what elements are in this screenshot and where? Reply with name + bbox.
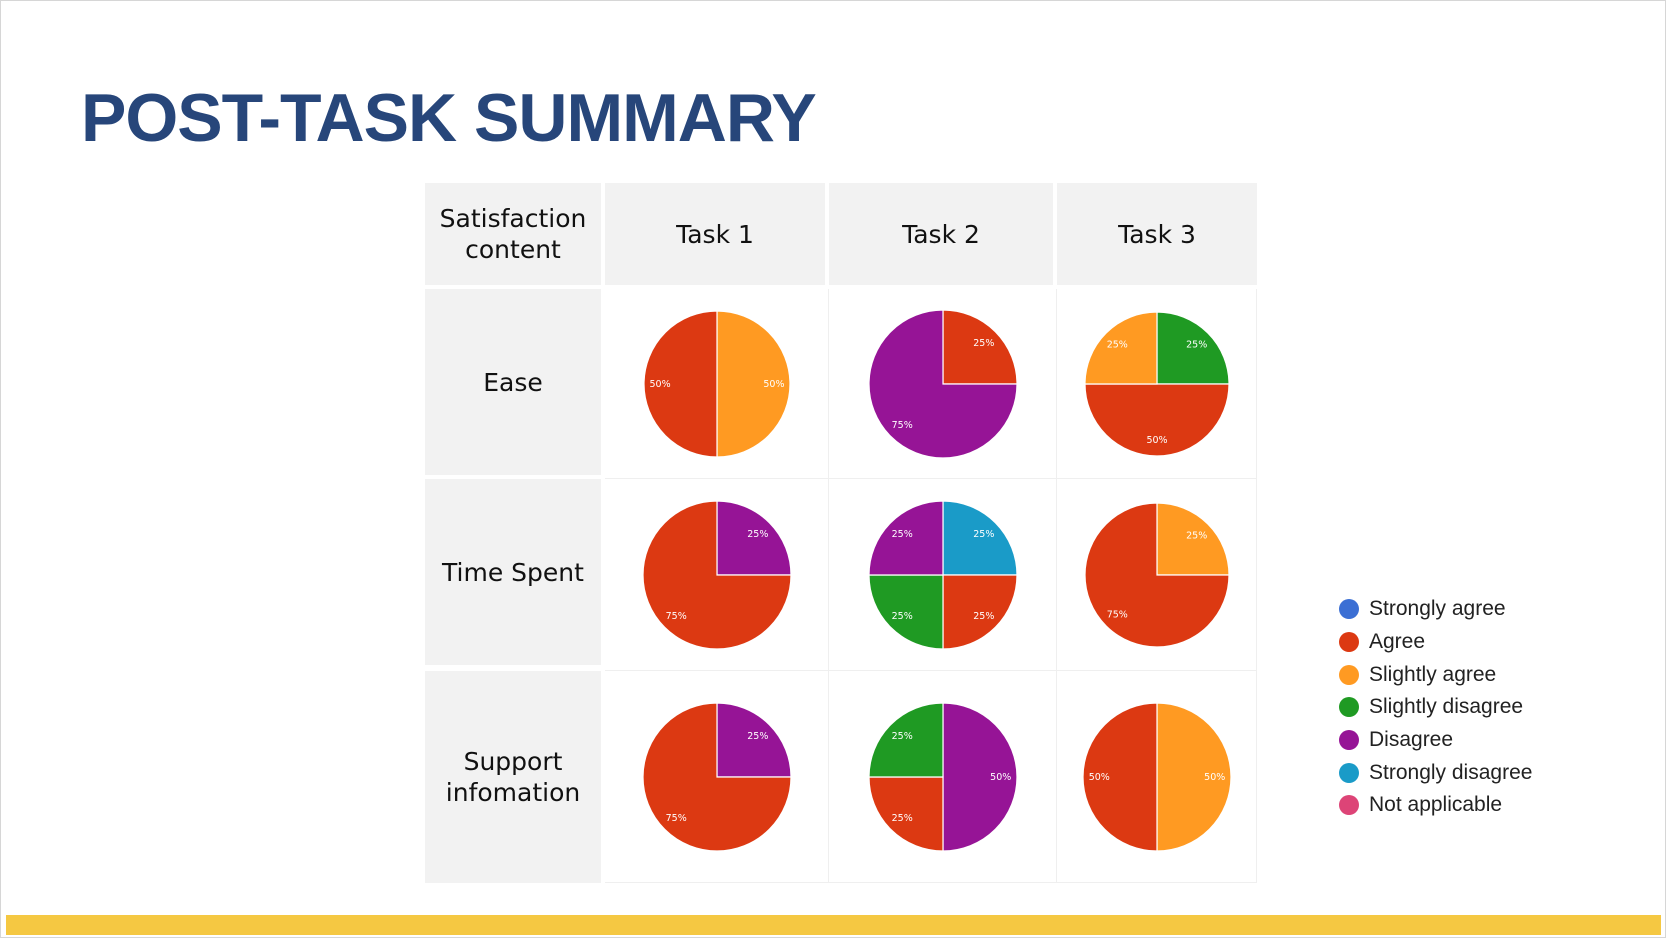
column-header-task-1: Task 1 (605, 183, 825, 285)
pie-slice-label: 75% (666, 610, 687, 621)
summary-table: Satisfaction content Task 1 Task 2 Task … (425, 183, 1257, 883)
legend-item: Agree (1339, 626, 1532, 659)
pie-cell: 50% 50% (605, 289, 829, 479)
bottom-accent-bar (6, 915, 1661, 935)
pie-slice-label: 25% (973, 610, 994, 621)
pie-slice-label: 25% (1186, 530, 1207, 541)
pie-slice-label: 50% (1146, 435, 1167, 446)
pie-slice (942, 701, 1018, 852)
pie-slice-label: 50% (649, 379, 670, 390)
pie-slice-label: 25% (973, 338, 994, 349)
pie-slice (942, 573, 1018, 650)
pie-cell: 25% 75% (1057, 479, 1257, 671)
pie-slice-label: 50% (763, 379, 784, 390)
pie-cell: 50% 25% 25% (829, 671, 1057, 883)
legend-label: Strongly agree (1369, 597, 1506, 621)
pie-slice-label: 25% (747, 731, 768, 742)
pie-chart-support-information-task-1: 25% 75% (642, 701, 792, 852)
legend-swatch (1339, 697, 1359, 718)
pie-slice (1156, 501, 1230, 576)
legend-swatch (1339, 664, 1359, 685)
legend-swatch (1339, 632, 1359, 653)
chart-legend: Strongly agree Agree Slightly agree Slig… (1339, 593, 1532, 822)
pie-slice (868, 573, 944, 650)
row-header-ease: Ease (425, 289, 601, 475)
pie-slice (1084, 382, 1230, 457)
pie-slice-label: 25% (973, 529, 994, 540)
legend-swatch (1339, 599, 1359, 620)
legend-item: Strongly agree (1339, 593, 1532, 626)
pie-chart-ease-task-2: 25% 75% (868, 308, 1018, 459)
pie-slice-label: 25% (892, 529, 913, 540)
pie-slice (642, 499, 792, 650)
pie-slice-label: 50% (990, 772, 1011, 783)
pie-slice (868, 499, 944, 576)
pie-cell: 25% 50% 25% (1057, 289, 1257, 479)
pie-slice (1082, 701, 1158, 852)
pie-chart-time-spent-task-1: 25% 75% (642, 499, 792, 650)
pie-slice-label: 75% (666, 812, 687, 823)
pie-slice (942, 308, 1018, 385)
pie-slice-label: 75% (1107, 609, 1128, 620)
row-header-support-information: Support infomation (425, 671, 601, 883)
pie-chart-time-spent-task-3: 25% 75% (1084, 501, 1230, 648)
pie-slice-label: 25% (892, 812, 913, 823)
pie-slice (1084, 501, 1230, 648)
legend-label: Agree (1369, 630, 1426, 654)
pie-chart-support-information-task-3: 50% 50% (1082, 701, 1232, 852)
legend-label: Slightly disagree (1369, 695, 1524, 719)
pie-slice-label: 25% (1186, 339, 1207, 350)
row-header-time-spent: Time Spent (425, 479, 601, 665)
pie-slice-label: 75% (892, 419, 913, 430)
pie-slice (1156, 310, 1230, 385)
legend-label: Strongly disagree (1369, 760, 1533, 784)
column-header-task-3: Task 3 (1057, 183, 1257, 285)
legend-label: Slightly agree (1369, 662, 1497, 686)
pie-slice (716, 499, 792, 576)
legend-item: Not applicable (1339, 789, 1532, 822)
legend-item: Strongly disagree (1339, 756, 1532, 789)
pie-slice-label: 25% (892, 731, 913, 742)
pie-slice (643, 309, 718, 458)
pie-chart-ease-task-1: 50% 50% (643, 309, 791, 458)
pie-chart-time-spent-task-2: 25% 25% 25% 25% (868, 499, 1018, 650)
pie-slice (1156, 701, 1232, 852)
legend-swatch (1339, 762, 1359, 783)
pie-slice (716, 309, 791, 458)
pie-slice-label: 25% (747, 529, 768, 540)
legend-label: Not applicable (1369, 793, 1503, 817)
pie-slice (642, 701, 792, 852)
pie-chart-support-information-task-2: 50% 25% 25% (868, 701, 1018, 852)
legend-swatch (1339, 730, 1359, 751)
legend-item: Disagree (1339, 724, 1532, 757)
pie-slice-label: 50% (1204, 772, 1225, 783)
pie-slice (868, 308, 1018, 459)
legend-item: Slightly disagree (1339, 691, 1532, 724)
column-header-task-2: Task 2 (829, 183, 1053, 285)
pie-slice-label: 25% (892, 610, 913, 621)
pie-cell: 25% 75% (605, 479, 829, 671)
legend-item: Slightly agree (1339, 658, 1532, 691)
pie-cell: 25% 75% (829, 289, 1057, 479)
pie-cell: 25% 75% (605, 671, 829, 883)
pie-slice-label: 50% (1089, 772, 1110, 783)
pie-slice (1084, 310, 1158, 385)
legend-swatch (1339, 795, 1359, 816)
pie-cell: 25% 25% 25% 25% (829, 479, 1057, 671)
pie-slice (868, 701, 944, 778)
pie-slice (868, 775, 944, 852)
page-title: POST-TASK SUMMARY (81, 80, 817, 156)
pie-slice-label: 25% (1107, 339, 1128, 350)
pie-chart-ease-task-3: 25% 50% 25% (1084, 310, 1230, 457)
pie-slice (942, 499, 1018, 576)
legend-label: Disagree (1369, 728, 1454, 752)
pie-slice (716, 701, 792, 778)
corner-header: Satisfaction content (425, 183, 601, 285)
pie-cell: 50% 50% (1057, 671, 1257, 883)
